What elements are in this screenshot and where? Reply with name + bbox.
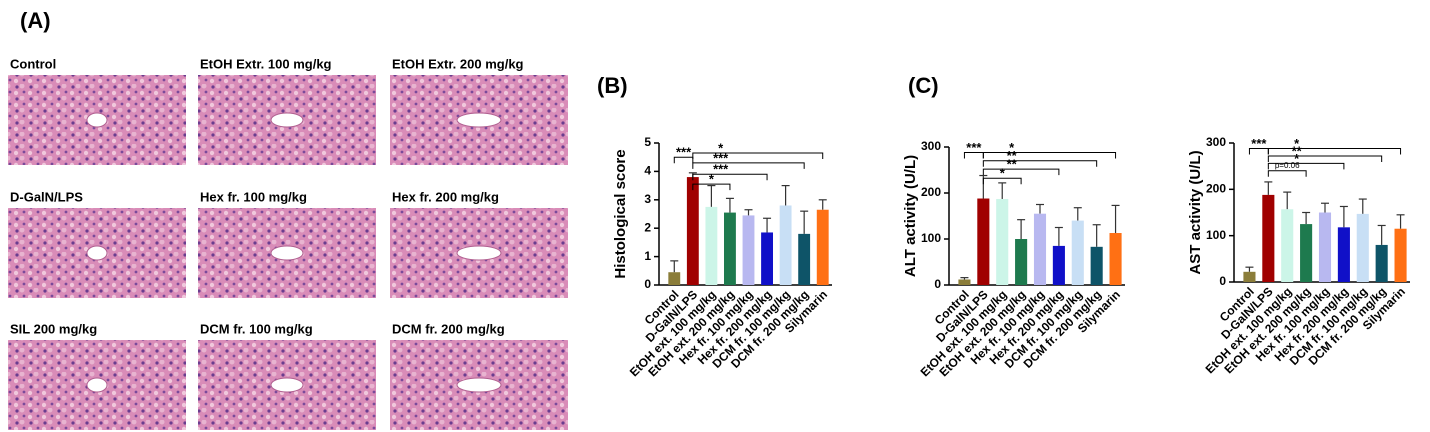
y-tick-label: 100 xyxy=(1206,228,1226,242)
y-tick-label: 300 xyxy=(921,139,941,153)
vessel xyxy=(456,112,502,128)
image-caption: Hex fr. 200 mg/kg xyxy=(392,189,499,204)
significance-bracket xyxy=(692,152,824,159)
panel-label: (B) xyxy=(597,73,628,98)
bar xyxy=(1375,244,1388,282)
significance-bracket xyxy=(1267,155,1383,162)
bar xyxy=(1262,194,1275,282)
y-tick-label: 0 xyxy=(644,277,651,291)
vessel xyxy=(456,245,502,261)
vessel xyxy=(456,377,502,393)
significance-bracket xyxy=(982,168,1060,176)
significance-label: *** xyxy=(713,162,729,177)
significance-label: * xyxy=(1294,151,1300,166)
significance-label: *** xyxy=(676,145,692,160)
y-tick-label: 0 xyxy=(934,277,941,291)
significance-label: ** xyxy=(1292,143,1303,158)
image-caption: Control xyxy=(10,56,56,71)
significance-bracket xyxy=(982,160,1098,167)
significance-label: * xyxy=(709,172,715,187)
significance-label: *** xyxy=(713,150,729,165)
vessel xyxy=(270,377,304,393)
image-caption: D-GalN/LPS xyxy=(10,189,83,204)
vessel xyxy=(86,112,108,128)
y-axis-label: AST activity (U/L) xyxy=(1187,150,1204,274)
panel-label: (A) xyxy=(20,8,51,33)
bar xyxy=(816,209,829,285)
y-tick-label: 0 xyxy=(1219,274,1226,288)
y-axis-label: ALT activity (U/L) xyxy=(902,155,919,277)
significance-bracket xyxy=(673,156,694,164)
image-caption: EtOH Extr. 200 mg/kg xyxy=(392,56,524,71)
significance-bracket xyxy=(982,177,1022,185)
bar xyxy=(1281,209,1294,282)
bar xyxy=(1356,213,1369,282)
y-tick-label: 1 xyxy=(644,249,651,263)
y-tick-label: 200 xyxy=(921,185,941,199)
bar xyxy=(1015,239,1028,285)
significance-bracket xyxy=(692,173,768,181)
bar xyxy=(996,198,1009,285)
bar xyxy=(1243,271,1256,282)
bar xyxy=(798,233,811,285)
bar xyxy=(1318,212,1332,282)
bar xyxy=(1300,224,1313,282)
bar xyxy=(1394,228,1407,282)
bar xyxy=(1337,227,1350,282)
bar xyxy=(686,177,699,285)
y-tick-label: 100 xyxy=(921,231,941,245)
y-tick-label: 3 xyxy=(644,192,651,206)
bar xyxy=(724,212,736,285)
significance-bracket xyxy=(1267,162,1345,170)
significance-bracket xyxy=(692,162,805,169)
vessel xyxy=(86,377,108,393)
vessel xyxy=(270,112,304,128)
significance-label: * xyxy=(1000,166,1006,181)
significance-bracket xyxy=(692,183,731,191)
bar xyxy=(1033,213,1047,285)
bar xyxy=(779,205,792,285)
bar xyxy=(1090,246,1103,285)
vessel xyxy=(270,245,304,261)
y-tick-label: 4 xyxy=(644,164,651,178)
y-axis-label: Histological score xyxy=(612,149,629,278)
image-caption: DCM fr. 100 mg/kg xyxy=(200,321,313,336)
significance-label: * xyxy=(718,140,724,155)
bar xyxy=(1109,233,1122,285)
y-tick-label: 5 xyxy=(644,135,651,149)
image-caption: SIL 200 mg/kg xyxy=(10,321,97,336)
bar xyxy=(742,215,755,285)
vessel xyxy=(86,245,108,261)
image-caption: DCM fr. 200 mg/kg xyxy=(392,321,505,336)
significance-label: *** xyxy=(966,140,982,155)
significance-bracket xyxy=(982,152,1117,159)
significance-label: * xyxy=(1009,140,1015,155)
significance-bracket xyxy=(1267,148,1402,155)
y-tick-label: 200 xyxy=(1206,182,1226,196)
bar xyxy=(1052,245,1065,285)
significance-bracket xyxy=(1267,170,1307,177)
bar xyxy=(668,272,681,285)
image-caption: Hex fr. 100 mg/kg xyxy=(200,189,307,204)
significance-label: ** xyxy=(1007,148,1018,163)
y-tick-label: 300 xyxy=(1206,135,1226,149)
bar xyxy=(1071,220,1084,285)
bar xyxy=(761,232,773,285)
bar xyxy=(958,279,971,285)
significance-label: p=0.06 xyxy=(1275,161,1300,170)
significance-label: *** xyxy=(1251,136,1267,151)
bar xyxy=(705,206,718,285)
y-tick-label: 2 xyxy=(644,220,651,234)
significance-label: ** xyxy=(1007,157,1018,172)
bar xyxy=(977,198,990,285)
image-caption: EtOH Extr. 100 mg/kg xyxy=(200,56,332,71)
significance-label: * xyxy=(1294,136,1300,151)
panel-label: (C) xyxy=(908,73,939,98)
